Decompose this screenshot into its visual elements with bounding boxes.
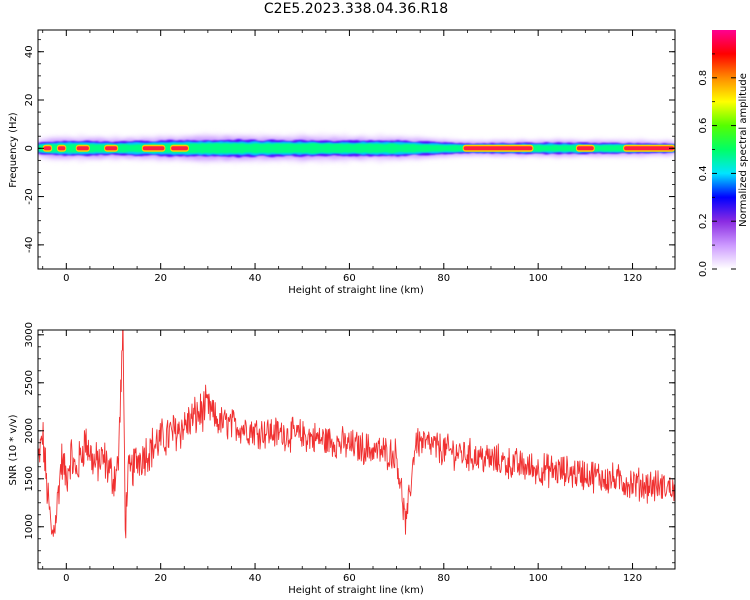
figure-title: C2E5.2023.338.04.36.R18 xyxy=(263,1,449,17)
snr-ytick-label: 1000 xyxy=(24,514,35,539)
snr-xtick-label: 80 xyxy=(437,573,450,584)
snr-panel: 0 20 40 60 80 100 120 1000 1500 2000 2500 3000 Hei… xyxy=(8,322,676,596)
spectrogram-ytick-label: -40 xyxy=(24,237,35,253)
spectrogram-ridge-core xyxy=(624,146,674,151)
spectrogram-xtick-label: 40 xyxy=(249,273,262,284)
colorbar-gradient xyxy=(712,30,736,269)
spectrogram-ridge-core xyxy=(43,146,52,151)
snr-ytick-label: 2000 xyxy=(24,418,35,443)
spectrogram-xtick-label: 100 xyxy=(529,273,548,284)
snr-xtick-label: 120 xyxy=(623,573,642,584)
spectrogram-xtick-label: 0 xyxy=(63,273,69,284)
spectrogram-ridge-core xyxy=(576,146,594,151)
spectrogram-y-axis-label: Frequency (Hz) xyxy=(8,112,19,188)
spectrogram-xtick-label: 120 xyxy=(623,273,642,284)
snr-frame xyxy=(37,329,676,570)
colorbar: 0.0 0.2 0.4 0.6 0.8 Normalized spectral ampl… xyxy=(698,30,749,277)
spectrogram-ridge-core xyxy=(171,146,188,151)
spectrogram-ytick-label: 0 xyxy=(24,145,35,151)
spectrogram-xtick-label: 80 xyxy=(437,273,450,284)
spectrogram-xtick-label: 20 xyxy=(154,273,167,284)
snr-x-axis-label: Height of straight line (km) xyxy=(288,585,424,596)
snr-x-ticks: 0 20 40 60 80 100 120 xyxy=(42,330,657,584)
snr-y-axis-label: SNR (10 * v/v) xyxy=(8,414,19,485)
spectrogram-xtick-label: 60 xyxy=(343,273,356,284)
snr-xtick-label: 20 xyxy=(154,573,167,584)
colorbar-tick-label: 0.0 xyxy=(698,261,709,277)
snr-xtick-label: 40 xyxy=(249,573,262,584)
spectrogram-ridge-core xyxy=(142,146,165,151)
snr-ytick-label: 3000 xyxy=(24,322,35,347)
spectrogram-y-ticks: -40 -20 0 20 40 xyxy=(24,39,675,270)
spectrogram-ytick-label: 40 xyxy=(24,45,35,58)
spectrogram-frame xyxy=(37,29,676,270)
snr-series-line xyxy=(38,330,675,539)
spectrogram-band xyxy=(38,131,675,165)
colorbar-ticks: 0.0 0.2 0.4 0.6 0.8 xyxy=(698,53,736,277)
colorbar-tick-label: 0.4 xyxy=(698,165,709,181)
spectrogram-ridge-core xyxy=(57,146,66,151)
colorbar-tick-label: 0.8 xyxy=(698,70,709,86)
spectrogram-panel: 0 20 40 60 80 100 120 -40 -20 0 20 40 Height of st… xyxy=(8,29,676,296)
spectrogram-ytick-label: -20 xyxy=(24,188,35,204)
snr-xtick-label: 60 xyxy=(343,573,356,584)
spectrogram-ridge-core xyxy=(105,146,118,151)
spectrogram-ridge-core xyxy=(76,146,89,151)
snr-xtick-label: 100 xyxy=(529,573,548,584)
snr-y-ticks: 1000 1500 2000 2500 3000 xyxy=(24,322,675,564)
snr-ytick-label: 2500 xyxy=(24,370,35,395)
spectrogram-ridge-core xyxy=(463,146,533,151)
spectrogram-x-axis-label: Height of straight line (km) xyxy=(288,285,424,296)
colorbar-tick-label: 0.2 xyxy=(698,213,709,229)
snr-xtick-label: 0 xyxy=(63,573,69,584)
colorbar-tick-label: 0.6 xyxy=(698,118,709,134)
colorbar-label: Normalized spectral amplitude xyxy=(738,73,749,227)
spectrogram-x-ticks: 0 20 40 60 80 100 120 xyxy=(42,30,657,284)
snr-ytick-label: 1500 xyxy=(24,466,35,491)
spectrogram-ytick-label: 20 xyxy=(24,94,35,107)
